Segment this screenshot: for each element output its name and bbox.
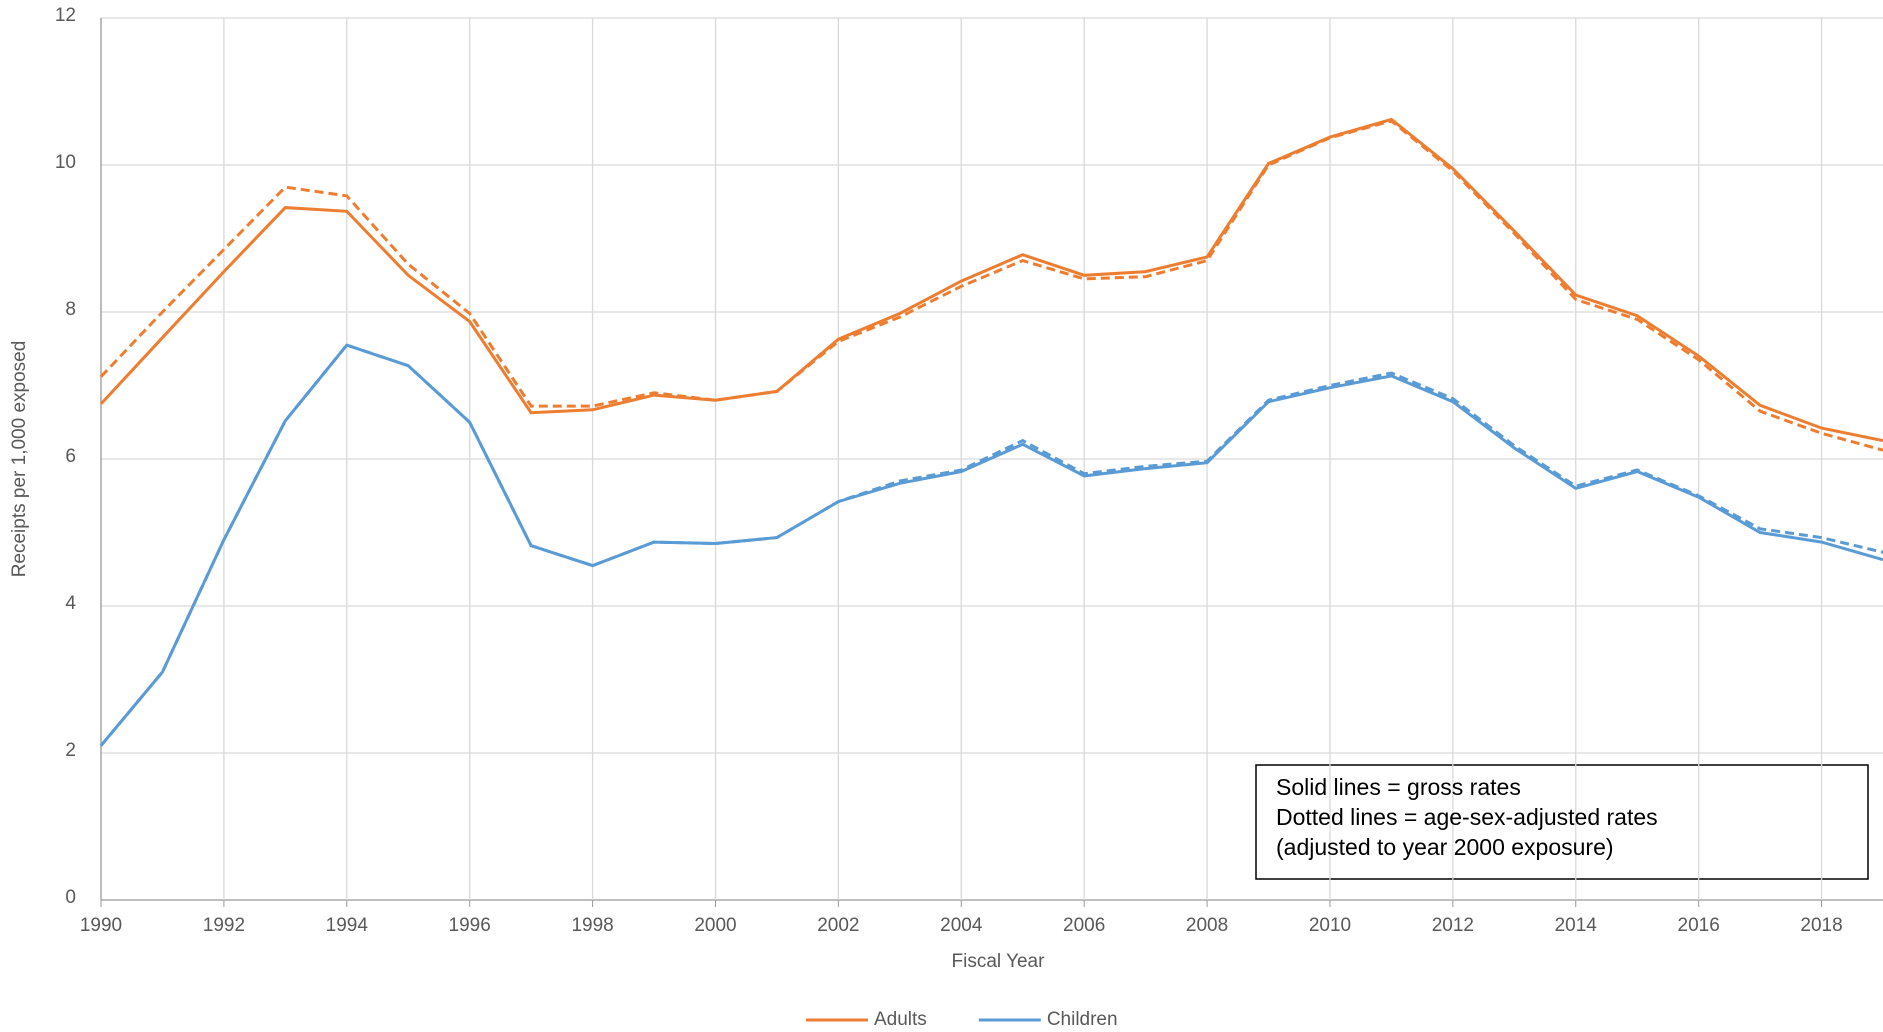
x-tick-label: 2004 bbox=[940, 915, 983, 936]
y-tick-label: 12 bbox=[55, 5, 76, 26]
line bbox=[99, 343, 1883, 747]
x-tick-label: 2006 bbox=[1063, 915, 1105, 936]
y-tick-label: 4 bbox=[65, 593, 76, 614]
x-tick-label: 2012 bbox=[1432, 915, 1474, 936]
adjusted-line bbox=[99, 343, 1883, 747]
x-tick-label: 2016 bbox=[1678, 915, 1720, 936]
y-tick-label: 2 bbox=[65, 740, 76, 761]
annotation-box bbox=[1255, 764, 1869, 880]
line bbox=[99, 117, 1883, 443]
x-tick-label: 1992 bbox=[203, 915, 245, 936]
x-tick-label: 2014 bbox=[1555, 915, 1598, 936]
legend-label: Children bbox=[1047, 1009, 1118, 1030]
x-tick-label: 2008 bbox=[1186, 915, 1228, 936]
x-tick-label: 1996 bbox=[449, 915, 491, 936]
x-tick-label: 2002 bbox=[817, 915, 859, 936]
y-tick-label: 6 bbox=[65, 446, 76, 467]
x-axis-label: Fiscal Year bbox=[952, 951, 1046, 972]
y-axis-label: Receipts per 1,000 exposed bbox=[9, 341, 30, 578]
x-tick-label: 1998 bbox=[571, 915, 613, 936]
y-tick-label: 10 bbox=[55, 152, 76, 173]
x-tick-label: 2000 bbox=[694, 915, 736, 936]
x-tick-label: 1990 bbox=[80, 915, 122, 936]
annotation: (adjusted to year 2000 exposure) bbox=[1276, 834, 1614, 860]
x-tick-label: 1994 bbox=[326, 915, 369, 936]
adjusted-line bbox=[99, 119, 1883, 452]
annotation: Dotted lines = age-sex-adjusted rates bbox=[1276, 804, 1658, 830]
y-tick-label: 0 bbox=[65, 887, 76, 908]
x-tick-label: 2010 bbox=[1309, 915, 1351, 936]
annotation: Solid lines = gross rates bbox=[1276, 774, 1521, 800]
x-tick-label: 2018 bbox=[1800, 915, 1842, 936]
y-tick-label: 8 bbox=[65, 299, 76, 320]
legend-label: Adults bbox=[874, 1009, 927, 1030]
